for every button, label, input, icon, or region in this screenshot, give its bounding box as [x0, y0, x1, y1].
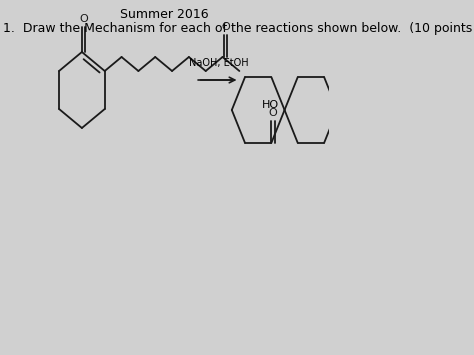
Text: O: O [221, 22, 230, 32]
Text: Summer 2016: Summer 2016 [120, 8, 209, 21]
Text: O: O [79, 14, 88, 24]
Text: O: O [268, 108, 277, 118]
Text: NaOH, EtOH: NaOH, EtOH [189, 58, 248, 68]
Text: HO: HO [262, 100, 279, 110]
Text: 1.  Draw the Mechanism for each of the reactions shown below.  (10 points each): 1. Draw the Mechanism for each of the re… [3, 22, 474, 35]
